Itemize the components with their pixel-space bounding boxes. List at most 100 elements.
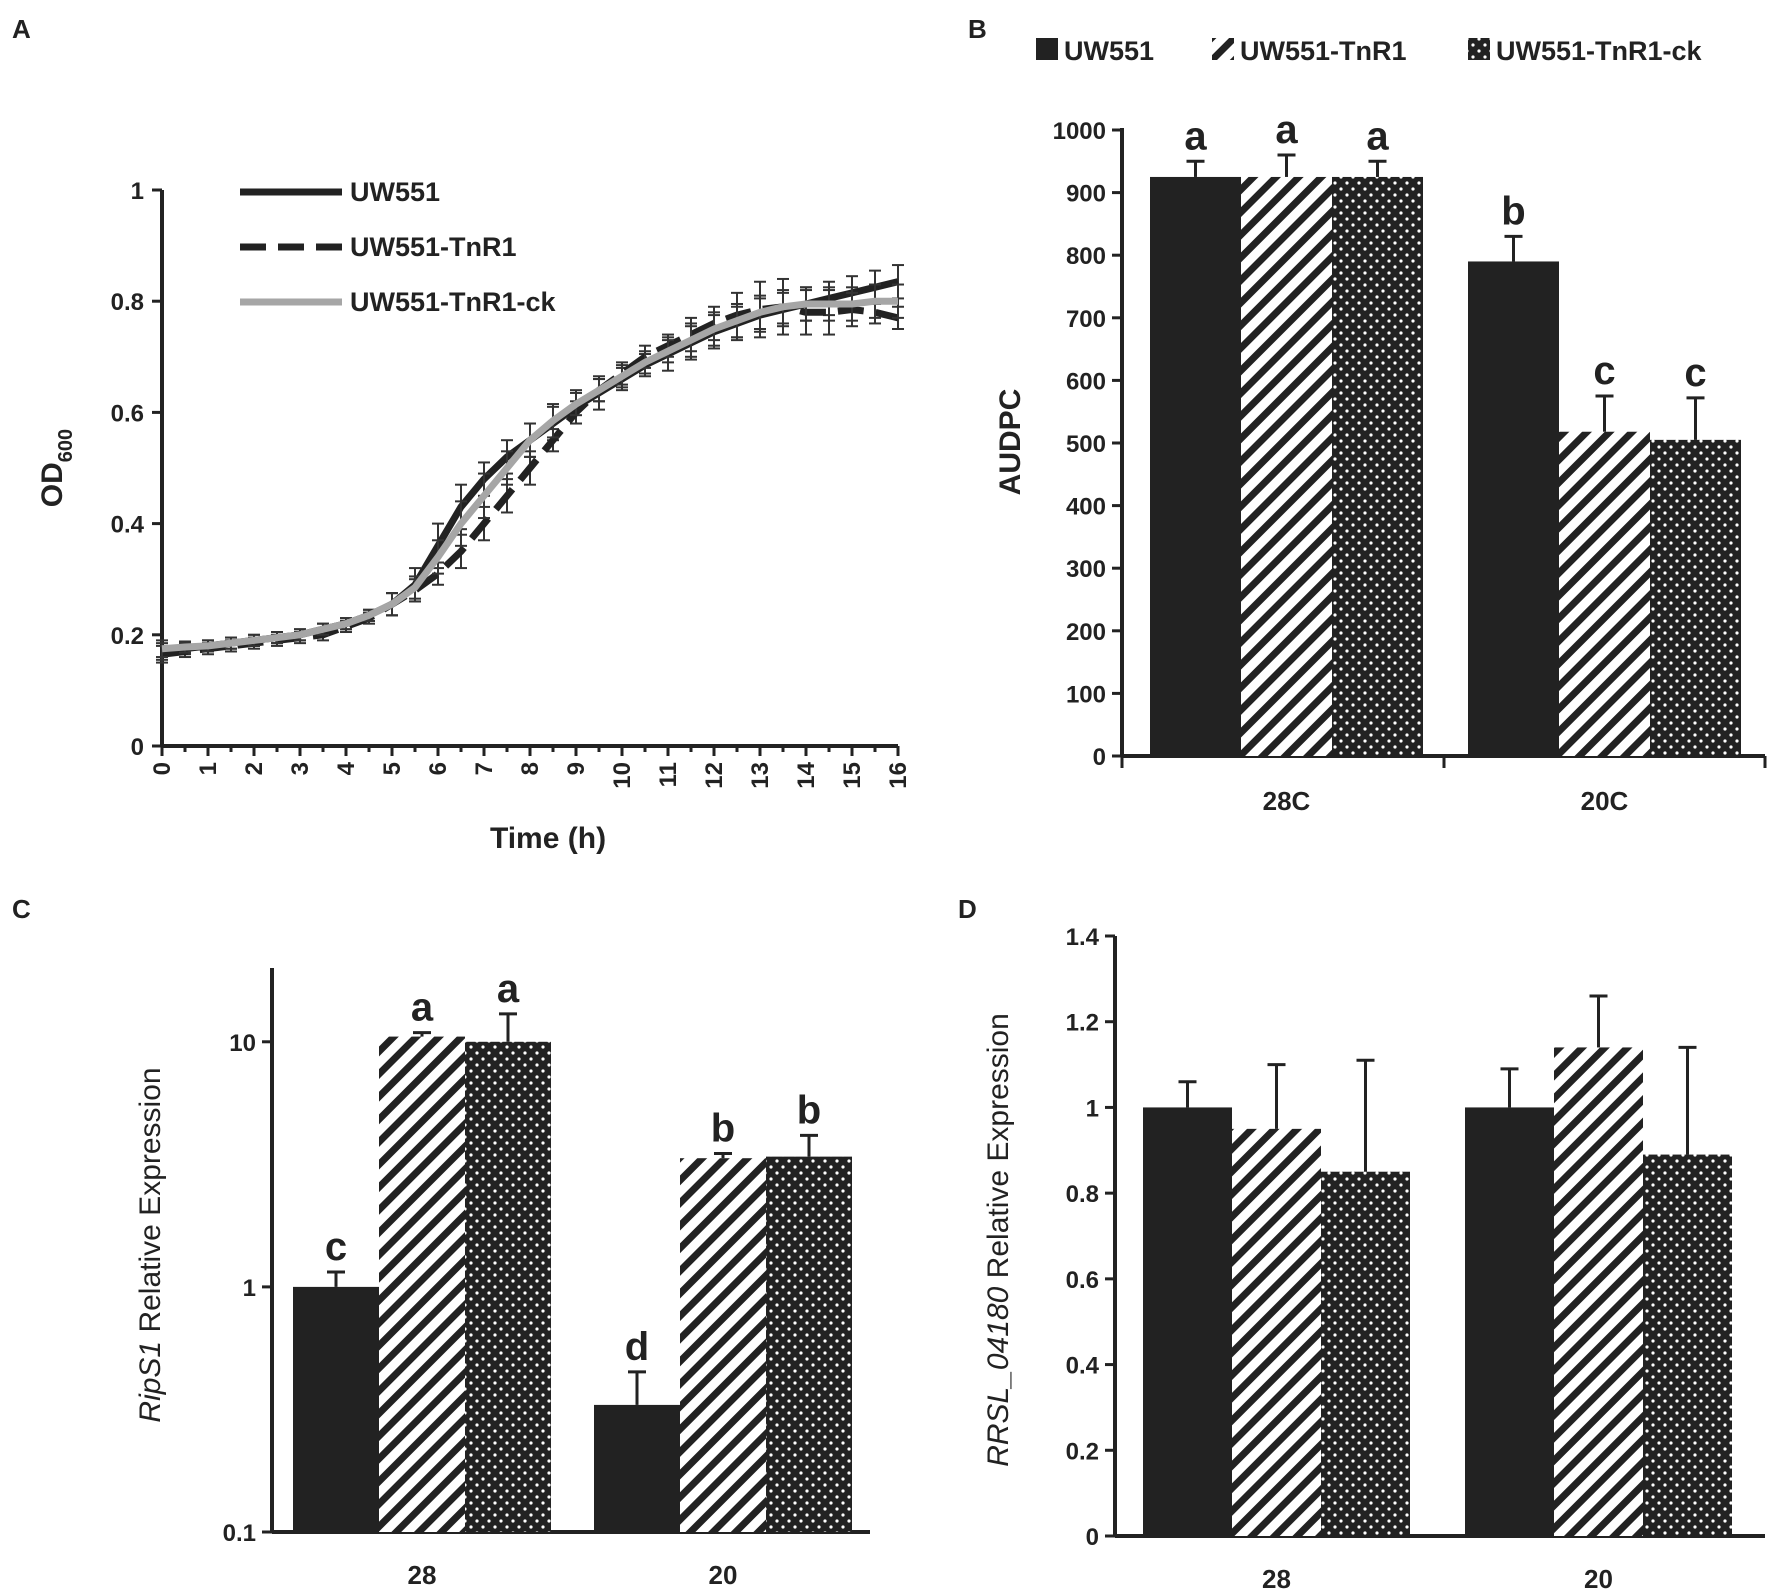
- a-x-tick-label: 16: [885, 762, 912, 789]
- b-category-label: 28C: [1263, 786, 1311, 816]
- d-error-bar: [1267, 1063, 1286, 1129]
- legend-swatch-dots: [1468, 38, 1490, 60]
- a-x-tick-label: 15: [839, 762, 866, 789]
- b-bar-1-1: [1559, 431, 1650, 756]
- c-bar-1-2: [766, 1156, 852, 1532]
- b-error-bar: [1595, 394, 1614, 432]
- a-x-tick-label: 10: [609, 762, 636, 789]
- panel-d-bar-chart: 0 0.2 0.4 0.6 0.8 1 1.2 1.4 28 20 RRSL_04180 Rel…: [982, 924, 1765, 1594]
- c-sig-letter: c: [325, 1225, 347, 1269]
- a-x-tick-label: 12: [701, 762, 728, 789]
- panel-label-c: C: [12, 894, 31, 924]
- panel-a-legend: UW551 UW551-TnR1 UW551-TnR1-ck: [240, 177, 557, 317]
- a-y-tick-label: 0.6: [111, 400, 144, 427]
- b-y-tick-label: 300: [1066, 556, 1106, 583]
- d-bar-0-2: [1321, 1171, 1410, 1536]
- c-bar-1-0: [594, 1404, 680, 1532]
- a-y-tick-label: 0.8: [111, 289, 144, 316]
- c-error-bar: [413, 1031, 431, 1037]
- legend-a-tnr1: UW551-TnR1: [350, 232, 517, 262]
- legend-b-tnr1: UW551-TnR1: [1240, 36, 1407, 66]
- b-y-tick-label: 700: [1066, 306, 1106, 333]
- d-bar-1-0: [1465, 1107, 1554, 1536]
- legend-a-uw551: UW551: [350, 177, 440, 207]
- b-sig-letter: b: [1501, 189, 1525, 233]
- d-y-tick-label: 1: [1086, 1095, 1099, 1122]
- b-error-bar: [1277, 153, 1296, 177]
- panel-label-d: D: [958, 894, 977, 924]
- d-error-bar: [1356, 1058, 1375, 1172]
- c-sig-letter: b: [711, 1107, 735, 1151]
- d-bar-0-0: [1143, 1107, 1232, 1536]
- b-sig-letter: a: [1184, 114, 1207, 158]
- legend-b-uw551: UW551: [1064, 36, 1154, 66]
- b-bar-0-1: [1241, 176, 1332, 756]
- a-y-tick-label: 0.4: [111, 512, 145, 539]
- b-error-bar: [1368, 159, 1387, 177]
- panel-a-y-label-sub: 600: [55, 429, 77, 462]
- d-y-tick-label: 0.8: [1066, 1181, 1099, 1208]
- panel-d-y-label-rest: Relative Expression: [982, 1013, 1015, 1286]
- d-error-bar: [1500, 1067, 1519, 1108]
- a-x-tick-label: 2: [241, 762, 268, 775]
- d-y-tick-label: 1.2: [1066, 1010, 1099, 1037]
- a-x-tick-label: 11: [655, 762, 682, 787]
- panel-a-y-label: OD600: [36, 429, 77, 507]
- a-x-tick-label: 5: [379, 762, 406, 775]
- b-bar-0-2: [1332, 176, 1423, 756]
- a-x-tick-label: 4: [333, 761, 360, 775]
- a-x-tick-label: 6: [425, 762, 452, 775]
- c-y-tick-label: 1: [243, 1275, 256, 1302]
- panel-c-y-label-gene: RipS1: [134, 1341, 167, 1423]
- b-error-bar: [1686, 396, 1705, 440]
- b-error-bar: [1504, 234, 1523, 262]
- d-y-tick-label: 0: [1086, 1524, 1099, 1551]
- a-series-1: [156, 277, 904, 664]
- a-y-tick-label: 1: [131, 178, 144, 205]
- c-sig-letter: a: [497, 967, 520, 1011]
- panel-b-legend: UW551 UW551-TnR1 UW551-TnR1-ck: [1036, 36, 1703, 66]
- c-bar-0-0: [293, 1286, 379, 1532]
- d-bar-1-1: [1554, 1047, 1643, 1536]
- c-error-bar: [714, 1152, 732, 1159]
- a-x-tick-label: 7: [471, 762, 498, 775]
- a-x-tick-label: 0: [149, 762, 176, 775]
- a-y-tick-label: 0.2: [111, 623, 144, 650]
- d-category-label: 28: [1262, 1564, 1291, 1594]
- b-sig-letter: a: [1275, 108, 1298, 152]
- panel-c-y-label: RipS1 Relative Expression: [134, 1067, 167, 1422]
- c-sig-letter: a: [411, 986, 434, 1030]
- b-bar-1-2: [1650, 439, 1741, 756]
- a-x-tick-label: 13: [747, 762, 774, 789]
- c-error-bar: [327, 1270, 345, 1287]
- panel-a-y-label-main: OD: [36, 462, 69, 507]
- c-bar-1-1: [680, 1158, 766, 1532]
- d-y-tick-label: 0.4: [1066, 1353, 1100, 1380]
- b-sig-letter: c: [1593, 349, 1615, 393]
- panel-label-b: B: [968, 14, 987, 44]
- b-y-tick-label: 100: [1066, 681, 1106, 708]
- c-y-tick-label: 0.1: [223, 1520, 256, 1547]
- b-y-tick-label: 600: [1066, 368, 1106, 395]
- panel-d-y-label-gene: RRSL_04180: [982, 1286, 1015, 1466]
- b-y-tick-label: 500: [1066, 431, 1106, 458]
- c-sig-letter: d: [625, 1325, 649, 1369]
- c-sig-letter: b: [797, 1088, 821, 1132]
- b-error-bar: [1186, 159, 1205, 177]
- d-y-tick-label: 0.2: [1066, 1438, 1099, 1465]
- a-x-tick-label: 8: [517, 762, 544, 775]
- b-category-label: 20C: [1581, 786, 1629, 816]
- b-bar-0-0: [1150, 176, 1241, 756]
- b-y-tick-label: 900: [1066, 181, 1106, 208]
- panel-d-y-label: RRSL_04180 Relative Expression: [982, 1013, 1015, 1467]
- legend-swatch-solid: [1036, 38, 1058, 60]
- c-error-bar: [628, 1370, 646, 1405]
- d-category-label: 20: [1584, 1564, 1613, 1594]
- c-y-tick-label: 10: [229, 1030, 256, 1057]
- c-error-bar: [499, 1012, 517, 1042]
- c-bar-0-1: [379, 1036, 465, 1532]
- d-error-bar: [1678, 1045, 1697, 1155]
- a-x-tick-label: 3: [287, 762, 314, 775]
- d-y-tick-label: 0.6: [1066, 1267, 1099, 1294]
